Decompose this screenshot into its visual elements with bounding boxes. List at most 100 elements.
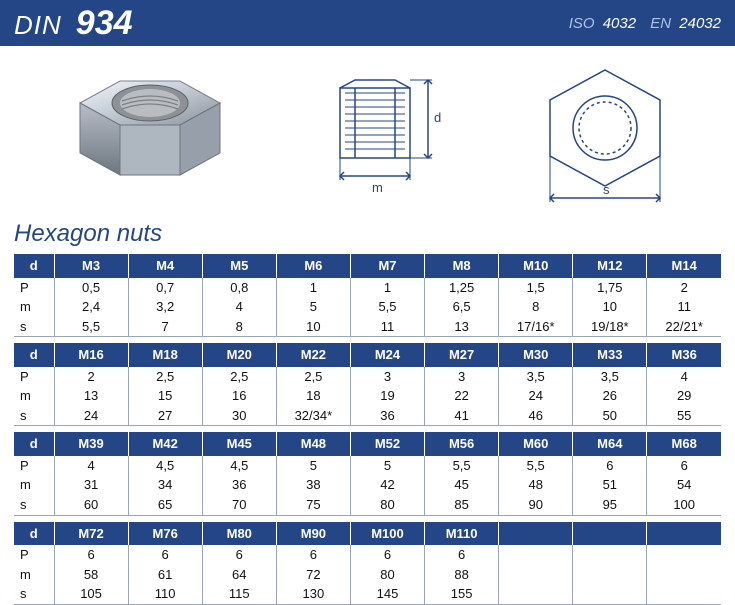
tables-container: dM3M4M5M6M7M8M10M12M14P0,50,70,8111,251,… [0, 254, 735, 605]
col-header: M60 [499, 432, 573, 456]
cell: 7 [128, 317, 202, 337]
col-header: M90 [276, 522, 350, 546]
cell: 2,5 [276, 367, 350, 387]
spec-table: dM72M76M80M90M100M110P666666m58616472808… [14, 522, 721, 605]
cell: 61 [128, 565, 202, 585]
col-header-d: d [14, 254, 54, 278]
cell: 42 [350, 475, 424, 495]
col-header [647, 522, 721, 546]
col-header: M45 [202, 432, 276, 456]
nut-photo-icon [40, 63, 230, 203]
cell: 30 [202, 406, 276, 426]
row-label: m [14, 475, 54, 495]
cell: 4,5 [202, 456, 276, 476]
cell [499, 565, 573, 585]
col-header-d: d [14, 432, 54, 456]
cell: 60 [54, 495, 128, 515]
din-label: DIN [14, 10, 62, 41]
cell [499, 545, 573, 565]
dim-s-label: s [603, 182, 610, 197]
col-header: M56 [425, 432, 499, 456]
cell: 1,75 [573, 278, 647, 298]
row-label: P [14, 367, 54, 387]
col-header: M27 [425, 343, 499, 367]
col-header: M52 [350, 432, 424, 456]
cell: 5 [350, 456, 424, 476]
cell: 54 [647, 475, 721, 495]
cell: 4,5 [128, 456, 202, 476]
cell: 2 [647, 278, 721, 298]
cell: 70 [202, 495, 276, 515]
row-label: m [14, 297, 54, 317]
cell: 16 [202, 386, 276, 406]
cell: 0,7 [128, 278, 202, 298]
cell: 65 [128, 495, 202, 515]
section-title: Hexagon nuts [0, 216, 735, 254]
cell: 6 [128, 545, 202, 565]
cell: 6,5 [425, 297, 499, 317]
cell: 6 [276, 545, 350, 565]
cell: 3 [350, 367, 424, 387]
cell: 2 [54, 367, 128, 387]
col-header: M64 [573, 432, 647, 456]
cell: 5,5 [499, 456, 573, 476]
cell [573, 565, 647, 585]
cell: 145 [350, 584, 424, 604]
cell: 38 [276, 475, 350, 495]
cell: 17/16* [499, 317, 573, 337]
cell: 64 [202, 565, 276, 585]
cell: 34 [128, 475, 202, 495]
col-header: M3 [54, 254, 128, 278]
cell: 110 [128, 584, 202, 604]
table-row: s6065707580859095100 [14, 495, 721, 515]
cell [573, 584, 647, 604]
table-row: P44,54,5555,55,566 [14, 456, 721, 476]
col-header: M5 [202, 254, 276, 278]
cell: 8 [499, 297, 573, 317]
iso-number: 4032 [603, 15, 636, 32]
cell: 0,5 [54, 278, 128, 298]
cell: 2,4 [54, 297, 128, 317]
col-header: M42 [128, 432, 202, 456]
row-label: s [14, 317, 54, 337]
cell [499, 584, 573, 604]
row-label: P [14, 456, 54, 476]
col-header: M4 [128, 254, 202, 278]
en-number: 24032 [679, 15, 721, 32]
cell: 80 [350, 495, 424, 515]
cell: 58 [54, 565, 128, 585]
cell: 11 [647, 297, 721, 317]
cell: 24 [499, 386, 573, 406]
dim-d-label: d [434, 110, 441, 125]
table-row: s5,57810111317/16*19/18*22/21* [14, 317, 721, 337]
cell: 6 [350, 545, 424, 565]
cell: 3,5 [499, 367, 573, 387]
cell: 22/21* [647, 317, 721, 337]
table-row: P22,52,52,5333,53,54 [14, 367, 721, 387]
row-label: s [14, 495, 54, 515]
cell: 26 [573, 386, 647, 406]
title-header: DIN 934 ISO 4032 EN 24032 [0, 0, 735, 46]
cell: 24 [54, 406, 128, 426]
table-row: m131516181922242629 [14, 386, 721, 406]
spec-table: dM16M18M20M22M24M27M30M33M36P22,52,52,53… [14, 343, 721, 426]
cell: 105 [54, 584, 128, 604]
table-row: m2,43,2455,56,581011 [14, 297, 721, 317]
cell: 36 [202, 475, 276, 495]
cell: 10 [276, 317, 350, 337]
cell: 15 [128, 386, 202, 406]
col-header: M80 [202, 522, 276, 546]
row-label: P [14, 545, 54, 565]
col-header: M48 [276, 432, 350, 456]
cell: 80 [350, 565, 424, 585]
col-header: M36 [647, 343, 721, 367]
cell: 18 [276, 386, 350, 406]
cell: 2,5 [128, 367, 202, 387]
cell: 4 [647, 367, 721, 387]
cell: 6 [202, 545, 276, 565]
col-header-d: d [14, 343, 54, 367]
cell: 3 [425, 367, 499, 387]
spec-table: dM39M42M45M48M52M56M60M64M68P44,54,5555,… [14, 432, 721, 515]
col-header: M110 [425, 522, 499, 546]
cell: 51 [573, 475, 647, 495]
